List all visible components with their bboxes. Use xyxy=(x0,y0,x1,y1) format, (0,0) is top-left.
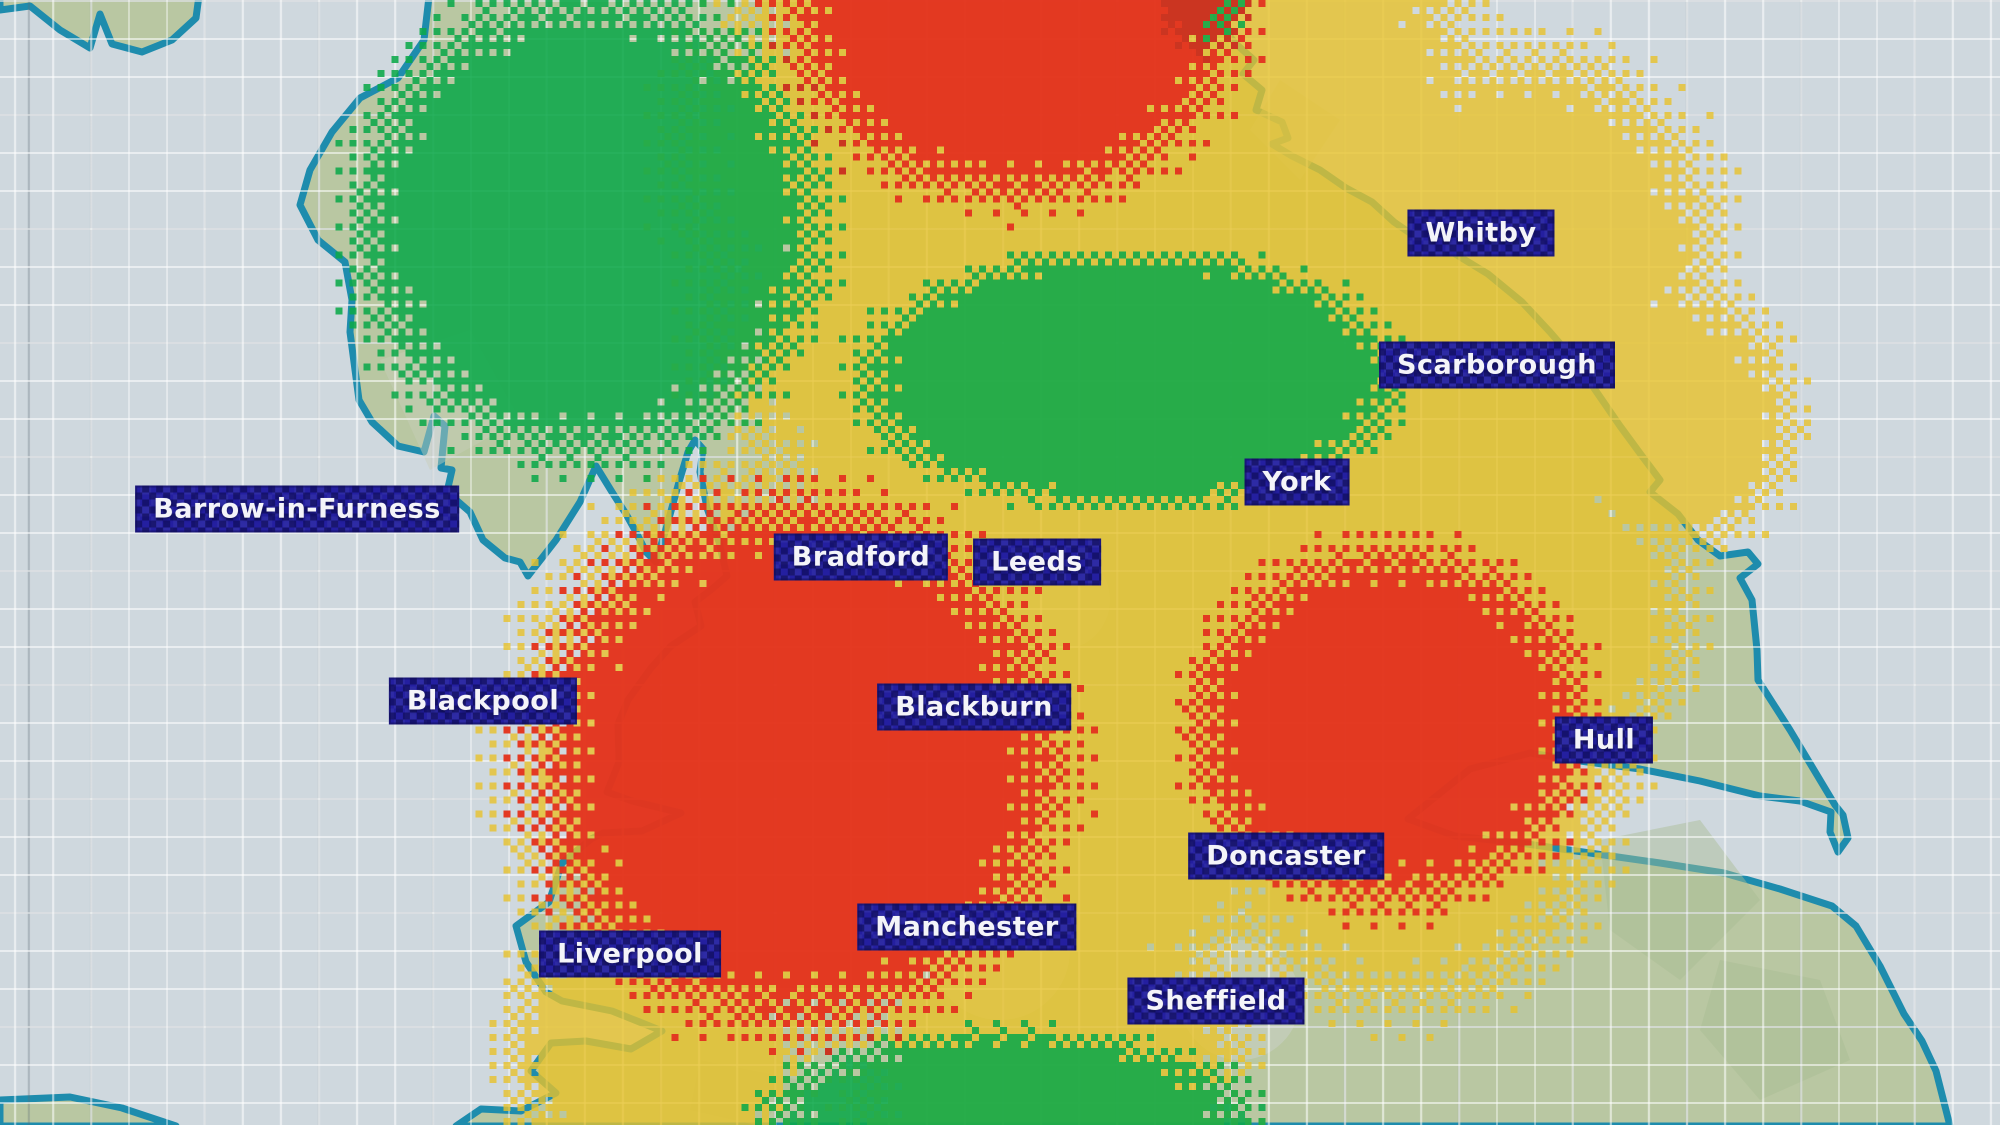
city-label-hull[interactable]: Hull xyxy=(1555,716,1653,764)
city-label-manchester[interactable]: Manchester xyxy=(857,903,1076,951)
city-label-liverpool[interactable]: Liverpool xyxy=(539,930,721,978)
city-label-doncaster[interactable]: Doncaster xyxy=(1188,832,1384,880)
city-label-barrow-in-furness[interactable]: Barrow-in-Furness xyxy=(135,485,459,533)
city-label-bradford[interactable]: Bradford xyxy=(774,533,948,581)
city-label-leeds[interactable]: Leeds xyxy=(973,538,1101,586)
city-label-sheffield[interactable]: Sheffield xyxy=(1127,977,1304,1025)
city-label-whitby[interactable]: Whitby xyxy=(1407,209,1554,257)
city-label-blackpool[interactable]: Blackpool xyxy=(389,677,577,725)
city-label-york[interactable]: York xyxy=(1245,458,1350,506)
city-label-blackburn[interactable]: Blackburn xyxy=(877,683,1071,731)
city-label-scarborough[interactable]: Scarborough xyxy=(1379,341,1615,389)
